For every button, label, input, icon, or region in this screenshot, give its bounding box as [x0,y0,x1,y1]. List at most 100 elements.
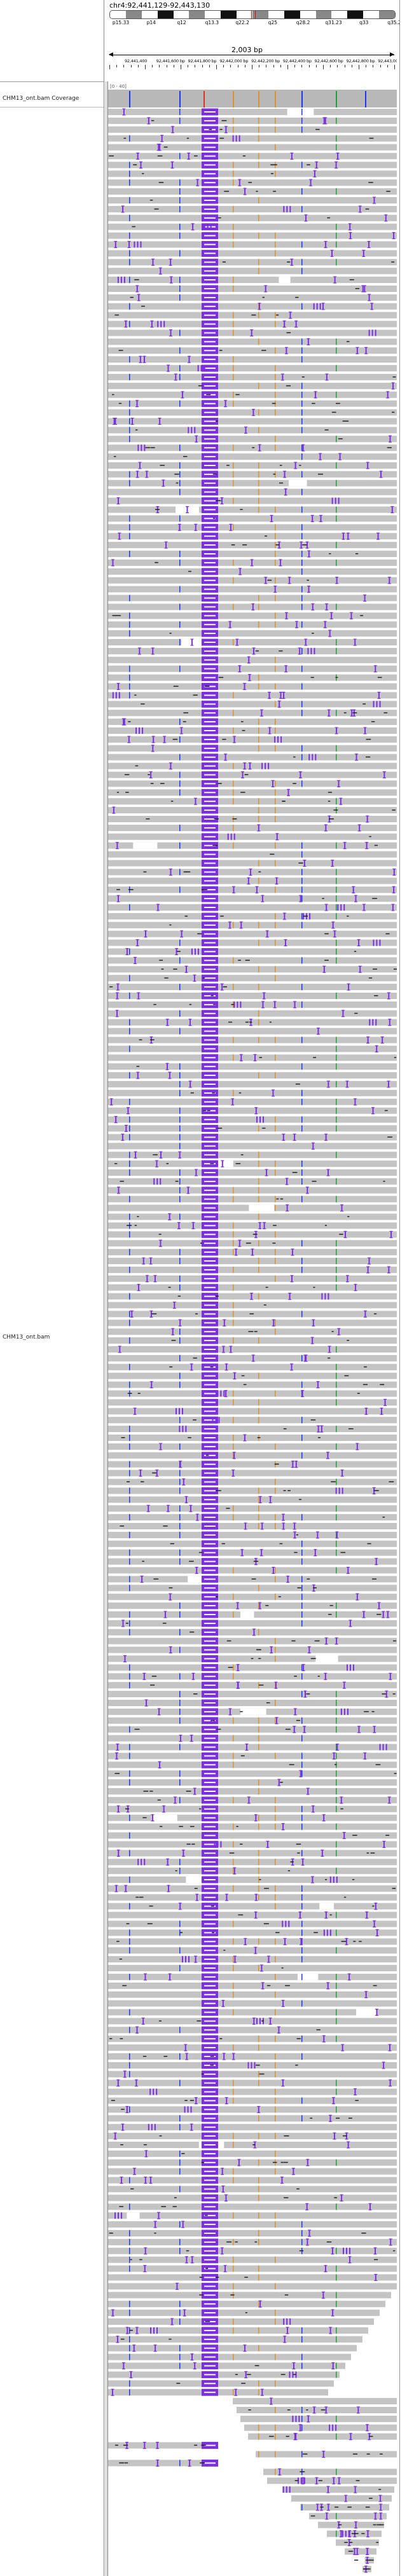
mismatch-mark [179,551,181,557]
insertion-mark [300,541,302,549]
insertion-mark [230,1346,231,1353]
insertion-label [204,527,216,528]
insertion-label [204,1959,216,1960]
deletion-mark [374,995,378,996]
insertion-cluster [188,1956,190,1963]
coverage-track-name[interactable]: CHM13_ont.bam Coverage [3,95,79,102]
deletion-mark [229,1852,235,1854]
insertion-cap [294,462,298,463]
insertion-label [204,1410,216,1412]
insertion-cap [142,1679,146,1680]
mismatch-mark [233,1302,234,1309]
mismatch-mark [233,2318,234,2325]
mismatch-mark [179,2301,181,2308]
mismatch-mark [301,1602,303,1609]
insertion-label [204,1499,216,1501]
insertion-mark [284,913,286,920]
ideogram-band [268,11,285,18]
insertion-mark [139,1470,141,1477]
deletion-mark [194,155,198,156]
insertion-cap [293,1732,296,1733]
insertion-cluster [137,1859,139,1866]
read-segment [108,1213,397,1220]
insertion-mark [280,559,282,567]
mismatch-mark [336,1717,337,1724]
insertion-label [204,2224,216,2226]
insertion-cap [366,1272,370,1274]
read-segment [108,1877,397,1883]
mismatch-mark [179,1646,181,1653]
insertion-cap [375,1929,379,1931]
insertion-mark [305,1354,307,1362]
mismatch-mark [129,1195,130,1202]
insertion-mark [366,1911,368,1919]
deletion-mark [207,1110,210,1112]
insertion-cluster [175,1408,177,1415]
mismatch-mark [336,878,337,885]
ideogram-current-region [251,11,256,18]
insertion-cap [267,698,271,699]
insertion-cap [375,1564,378,1566]
deletion-mark [282,801,286,802]
mismatch-mark [129,2336,130,2343]
insertion-cluster [247,2062,249,2069]
insertion-cap [366,2563,369,2564]
insertion-mark [160,1443,162,1450]
insertion-label [204,473,216,475]
deletion-mark [313,1587,317,1588]
coverage-variant-column [204,91,205,107]
insertion-label [204,2029,216,2031]
deletion-mark [335,2506,339,2508]
read-segment [108,1805,397,1812]
insertion-mark [194,2362,196,2369]
insertion-mark [157,904,159,911]
insertion-cap [378,2495,382,2496]
deletion-mark [336,2118,340,2119]
coverage-track[interactable]: [0 - 40] [108,82,397,107]
deletion-mark [123,137,127,139]
insertion-mark [122,2123,124,2131]
deletion-mark [134,279,139,280]
insertion-cluster [373,701,375,708]
insertion-cap [129,2371,133,2373]
deletion-mark [183,871,187,872]
insertion-mark [221,983,223,991]
mismatch-mark [258,135,259,142]
insertion-cap [316,1033,320,1035]
insertion-label [204,694,216,696]
insertion-mark [223,2053,225,2060]
read-segment [108,1956,397,1963]
insertion-cap [290,158,294,160]
mismatch-mark [275,1319,276,1326]
alignment-track-name[interactable]: CHM13_ont.bam [3,1334,50,1340]
mismatch-mark [258,2327,259,2334]
insertion-cluster [157,320,159,327]
insertion-cap [254,1953,258,1954]
mismatch-mark [129,2238,130,2245]
insertion-mark [253,1629,255,1636]
read-segment [108,1010,397,1017]
deletion-mark [245,2312,247,2313]
coverage-bars[interactable] [108,90,397,107]
chromosome-ideogram[interactable] [109,10,396,19]
mismatch-mark [233,727,234,734]
deletion-mark [211,1719,214,1721]
insertion-label [204,1481,216,1483]
read-segment [108,2318,374,2325]
insertion-cap [191,1679,195,1680]
alignment-track[interactable] [108,108,397,2576]
locus-title[interactable]: chr4:92,441,129-92,443,130 [109,1,210,10]
ruler-tick [116,65,118,67]
insertion-mark [186,965,188,973]
deletion-mark [310,677,314,678]
mismatch-mark [258,497,259,504]
mismatch-mark [129,1249,130,1256]
insertion-mark [244,2345,246,2352]
mismatch-mark [301,1956,303,1963]
insertion-mark [343,1681,345,1689]
deletion-mark [119,1959,122,1960]
insertion-cap [175,2289,179,2290]
mismatch-mark [275,409,276,416]
insertion-label [204,1746,216,1748]
insertion-cap [391,904,395,905]
